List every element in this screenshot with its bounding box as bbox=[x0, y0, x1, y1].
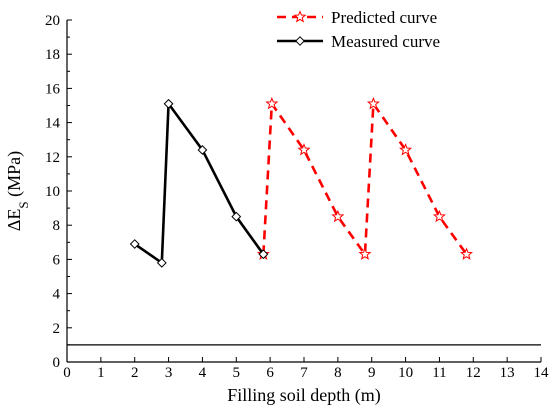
star-icon bbox=[366, 96, 380, 110]
star-icon bbox=[265, 96, 279, 110]
x-tick-label: 7 bbox=[300, 365, 308, 381]
x-tick-label: 13 bbox=[500, 365, 515, 381]
series-predicted bbox=[256, 96, 474, 260]
y-axis-title-subscript: S bbox=[16, 201, 31, 208]
y-axis-title-unit: (MPa) bbox=[4, 151, 25, 202]
star-icon bbox=[399, 143, 413, 156]
x-tick-label: 1 bbox=[97, 365, 105, 381]
y-tick-label: 14 bbox=[45, 116, 61, 132]
x-tick-label: 8 bbox=[334, 365, 342, 381]
x-tick-label: 14 bbox=[534, 365, 550, 381]
x-tick-label: 11 bbox=[432, 365, 446, 381]
x-tick-label: 0 bbox=[63, 365, 71, 381]
diamond-icon bbox=[231, 211, 242, 222]
y-tick-label: 0 bbox=[53, 355, 61, 371]
legend-label: Predicted curve bbox=[331, 8, 437, 27]
x-axis-ticks: 0 1 2 3 4 5 6 7 8 9 10 11 12 13 14 bbox=[63, 357, 549, 381]
legend-item: Measured curve bbox=[277, 32, 440, 51]
axes bbox=[66, 20, 541, 363]
y-tick-label: 4 bbox=[53, 287, 61, 303]
legend-item: Predicted curve bbox=[277, 8, 437, 27]
x-tick-label: 4 bbox=[199, 365, 207, 381]
y-tick-label: 6 bbox=[53, 252, 61, 268]
y-axis-title: ΔES (MPa) bbox=[4, 151, 31, 231]
series-measured bbox=[129, 98, 269, 268]
diamond-icon bbox=[197, 145, 208, 155]
diamond-icon bbox=[258, 249, 269, 260]
x-tick-label: 6 bbox=[266, 365, 274, 381]
diamond-icon bbox=[295, 36, 305, 46]
x-tick-label: 10 bbox=[398, 365, 413, 381]
star-icon bbox=[331, 209, 345, 223]
star-icon bbox=[459, 247, 474, 260]
y-tick-label: 10 bbox=[45, 184, 60, 200]
diamond-icon bbox=[129, 239, 140, 249]
legend-label: Measured curve bbox=[331, 32, 440, 51]
y-tick-label: 8 bbox=[53, 218, 61, 234]
star-icon bbox=[297, 143, 311, 156]
x-tick-label: 2 bbox=[131, 365, 139, 381]
star-icon bbox=[432, 209, 446, 223]
diamond-icon bbox=[163, 98, 174, 109]
star-icon bbox=[293, 10, 307, 23]
y-tick-label: 2 bbox=[53, 321, 61, 337]
y-tick-label: 16 bbox=[45, 81, 61, 97]
series-line bbox=[262, 102, 468, 256]
y-axis-ticks: 0 2 4 6 8 10 12 14 16 18 20 bbox=[45, 13, 72, 371]
x-axis-title: Filling soil depth (m) bbox=[227, 385, 381, 406]
x-tick-label: 5 bbox=[233, 365, 241, 381]
x-tick-label: 12 bbox=[466, 365, 481, 381]
legend: Predicted curve Measured curve bbox=[277, 8, 440, 51]
y-tick-label: 12 bbox=[45, 150, 60, 166]
diamond-icon bbox=[156, 257, 167, 268]
x-tick-label: 9 bbox=[368, 365, 376, 381]
y-tick-label: 18 bbox=[45, 47, 60, 63]
series-line bbox=[133, 102, 265, 265]
y-tick-label: 20 bbox=[45, 13, 60, 29]
series-layer bbox=[129, 96, 474, 268]
y-axis-title-main: ΔE bbox=[4, 209, 24, 232]
star-icon bbox=[358, 247, 372, 260]
x-tick-label: 3 bbox=[165, 365, 173, 381]
